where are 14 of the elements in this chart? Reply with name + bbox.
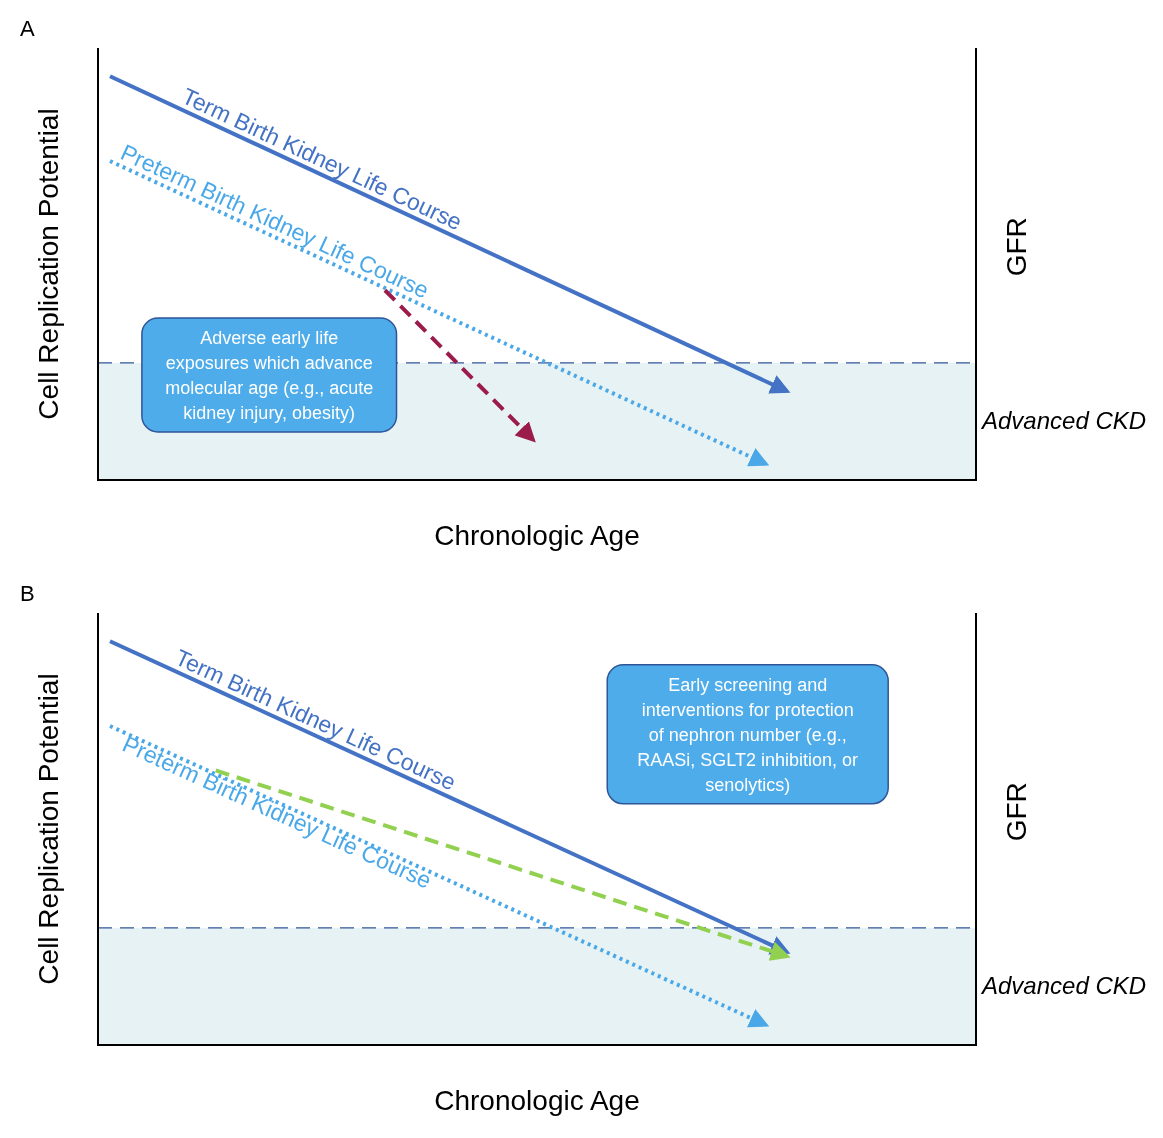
y-axis-title: Cell Replication Potential [33,673,64,985]
x-axis-title: Chronologic Age [434,520,640,551]
band-label: Advanced CKD [980,407,1147,435]
annotation: Adverse early life exposures which advance molecular age (e.g., acute kidney injury, obesity) [165,328,374,423]
text-box: Adverse early life exposures which advance molecular age (e.g., acute kidney injury, obesity) [141,317,398,433]
band-label: Advanced CKD [980,972,1147,1000]
chart-title: B [20,581,35,606]
y-axis-title: Cell Replication Potential [33,108,64,420]
y2-axis-title: GFR [1001,217,1032,277]
annotation: Early screening and interventions for protection of nephron number (e.g., RAASi, SGLT2 inhibition, or senolytics) [637,674,859,795]
chart-title: A [20,16,35,41]
y2-axis-title: GFR [1001,782,1032,842]
x-axis-title: Chronologic Age [434,1085,640,1116]
text-box: Early screening and interventions for protection of nephron number (e.g., RAASi, SGLT2 inhibition, or senolytics) [606,664,889,805]
